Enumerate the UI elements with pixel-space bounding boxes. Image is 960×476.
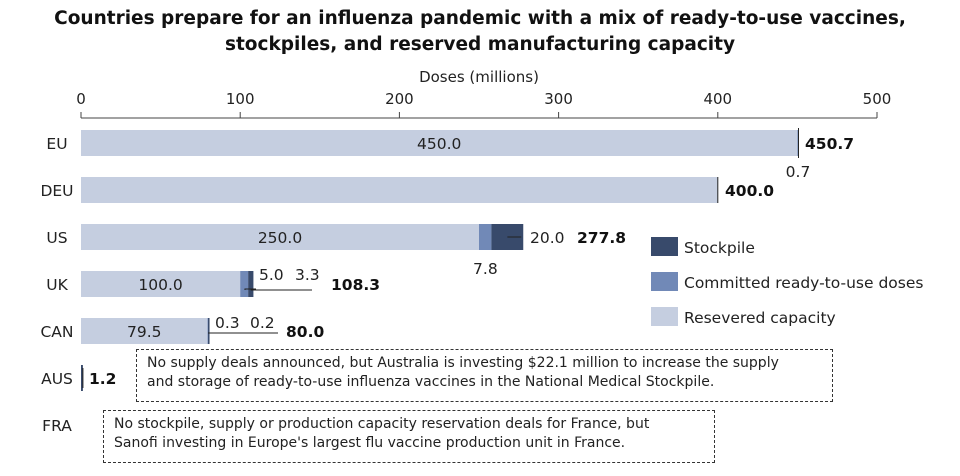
x-tick-label: 100	[226, 90, 255, 108]
legend-swatch	[651, 237, 678, 256]
uk-committed-leader	[244, 288, 256, 290]
bar-segment	[81, 271, 241, 297]
legend-swatch	[651, 272, 678, 291]
segment-value-label: 0.2	[250, 314, 275, 332]
total-value-label: 450.7	[805, 135, 854, 153]
total-value-label: 277.8	[577, 229, 626, 247]
segment-value-label: 450.0	[417, 135, 461, 153]
fra-note-box: No stockpile, supply or production capac…	[103, 410, 715, 463]
segment-value-label: 0.7	[786, 163, 811, 181]
total-value-label: 1.2	[89, 370, 116, 388]
bar-segment	[81, 318, 208, 344]
aus-note-line-1: No supply deals announced, but Australia…	[147, 355, 779, 371]
category-label: US	[46, 229, 67, 247]
x-tick-label: 200	[385, 90, 414, 108]
category-label: EU	[46, 135, 67, 153]
segment-value-label: 5.0	[259, 266, 284, 284]
aus-note-box: No supply deals announced, but Australia…	[136, 349, 833, 402]
bar-segment	[81, 224, 479, 250]
segment-value-label: 7.8	[473, 260, 498, 278]
legend-label: Resevered capacity	[684, 309, 836, 327]
bar-segment	[208, 318, 210, 344]
bar-segment	[240, 271, 249, 297]
chart-title-line-1: Countries prepare for an influenza pande…	[54, 8, 906, 29]
category-label: UK	[46, 276, 68, 294]
chart-title: Countries prepare for an influenza pande…	[0, 6, 960, 58]
segment-value-label: 3.3	[295, 266, 320, 284]
x-tick-label: 300	[544, 90, 573, 108]
segment-value-label: 100.0	[138, 276, 182, 294]
bar-segment	[81, 177, 718, 203]
legend-swatch	[651, 307, 678, 326]
bar-segment	[479, 224, 492, 250]
x-tick-label: 400	[703, 90, 732, 108]
x-tick-label: 0	[76, 90, 86, 108]
category-label: AUS	[41, 370, 73, 388]
segment-value-label: 79.5	[127, 323, 162, 341]
aus-note-line-2: and storage of ready-to-use influenza va…	[147, 374, 715, 390]
segment-value-label: 0.3	[215, 314, 240, 332]
legend-label: Stockpile	[684, 239, 755, 257]
total-value-label: 108.3	[331, 276, 380, 294]
category-label: FRA	[42, 417, 72, 435]
fra-note-line-1: No stockpile, supply or production capac…	[114, 416, 650, 432]
bar-segment	[248, 271, 254, 297]
legend-label: Committed ready-to-use doses	[684, 274, 923, 292]
bar-segment	[81, 130, 798, 156]
segment-value-label: 250.0	[258, 229, 302, 247]
total-value-label: 400.0	[725, 182, 774, 200]
fra-note-line-2: Sanofi investing in Europe's largest flu…	[114, 435, 626, 451]
x-tick-label: 500	[863, 90, 892, 108]
chart-title-line-2: stockpiles, and reserved manufacturing c…	[224, 34, 736, 55]
category-label: CAN	[40, 323, 73, 341]
x-axis-title: Doses (millions)	[419, 68, 539, 86]
category-label: DEU	[40, 182, 73, 200]
total-value-label: 80.0	[286, 323, 324, 341]
bar-segment	[81, 365, 83, 391]
segment-value-label: 20.0	[530, 229, 565, 247]
